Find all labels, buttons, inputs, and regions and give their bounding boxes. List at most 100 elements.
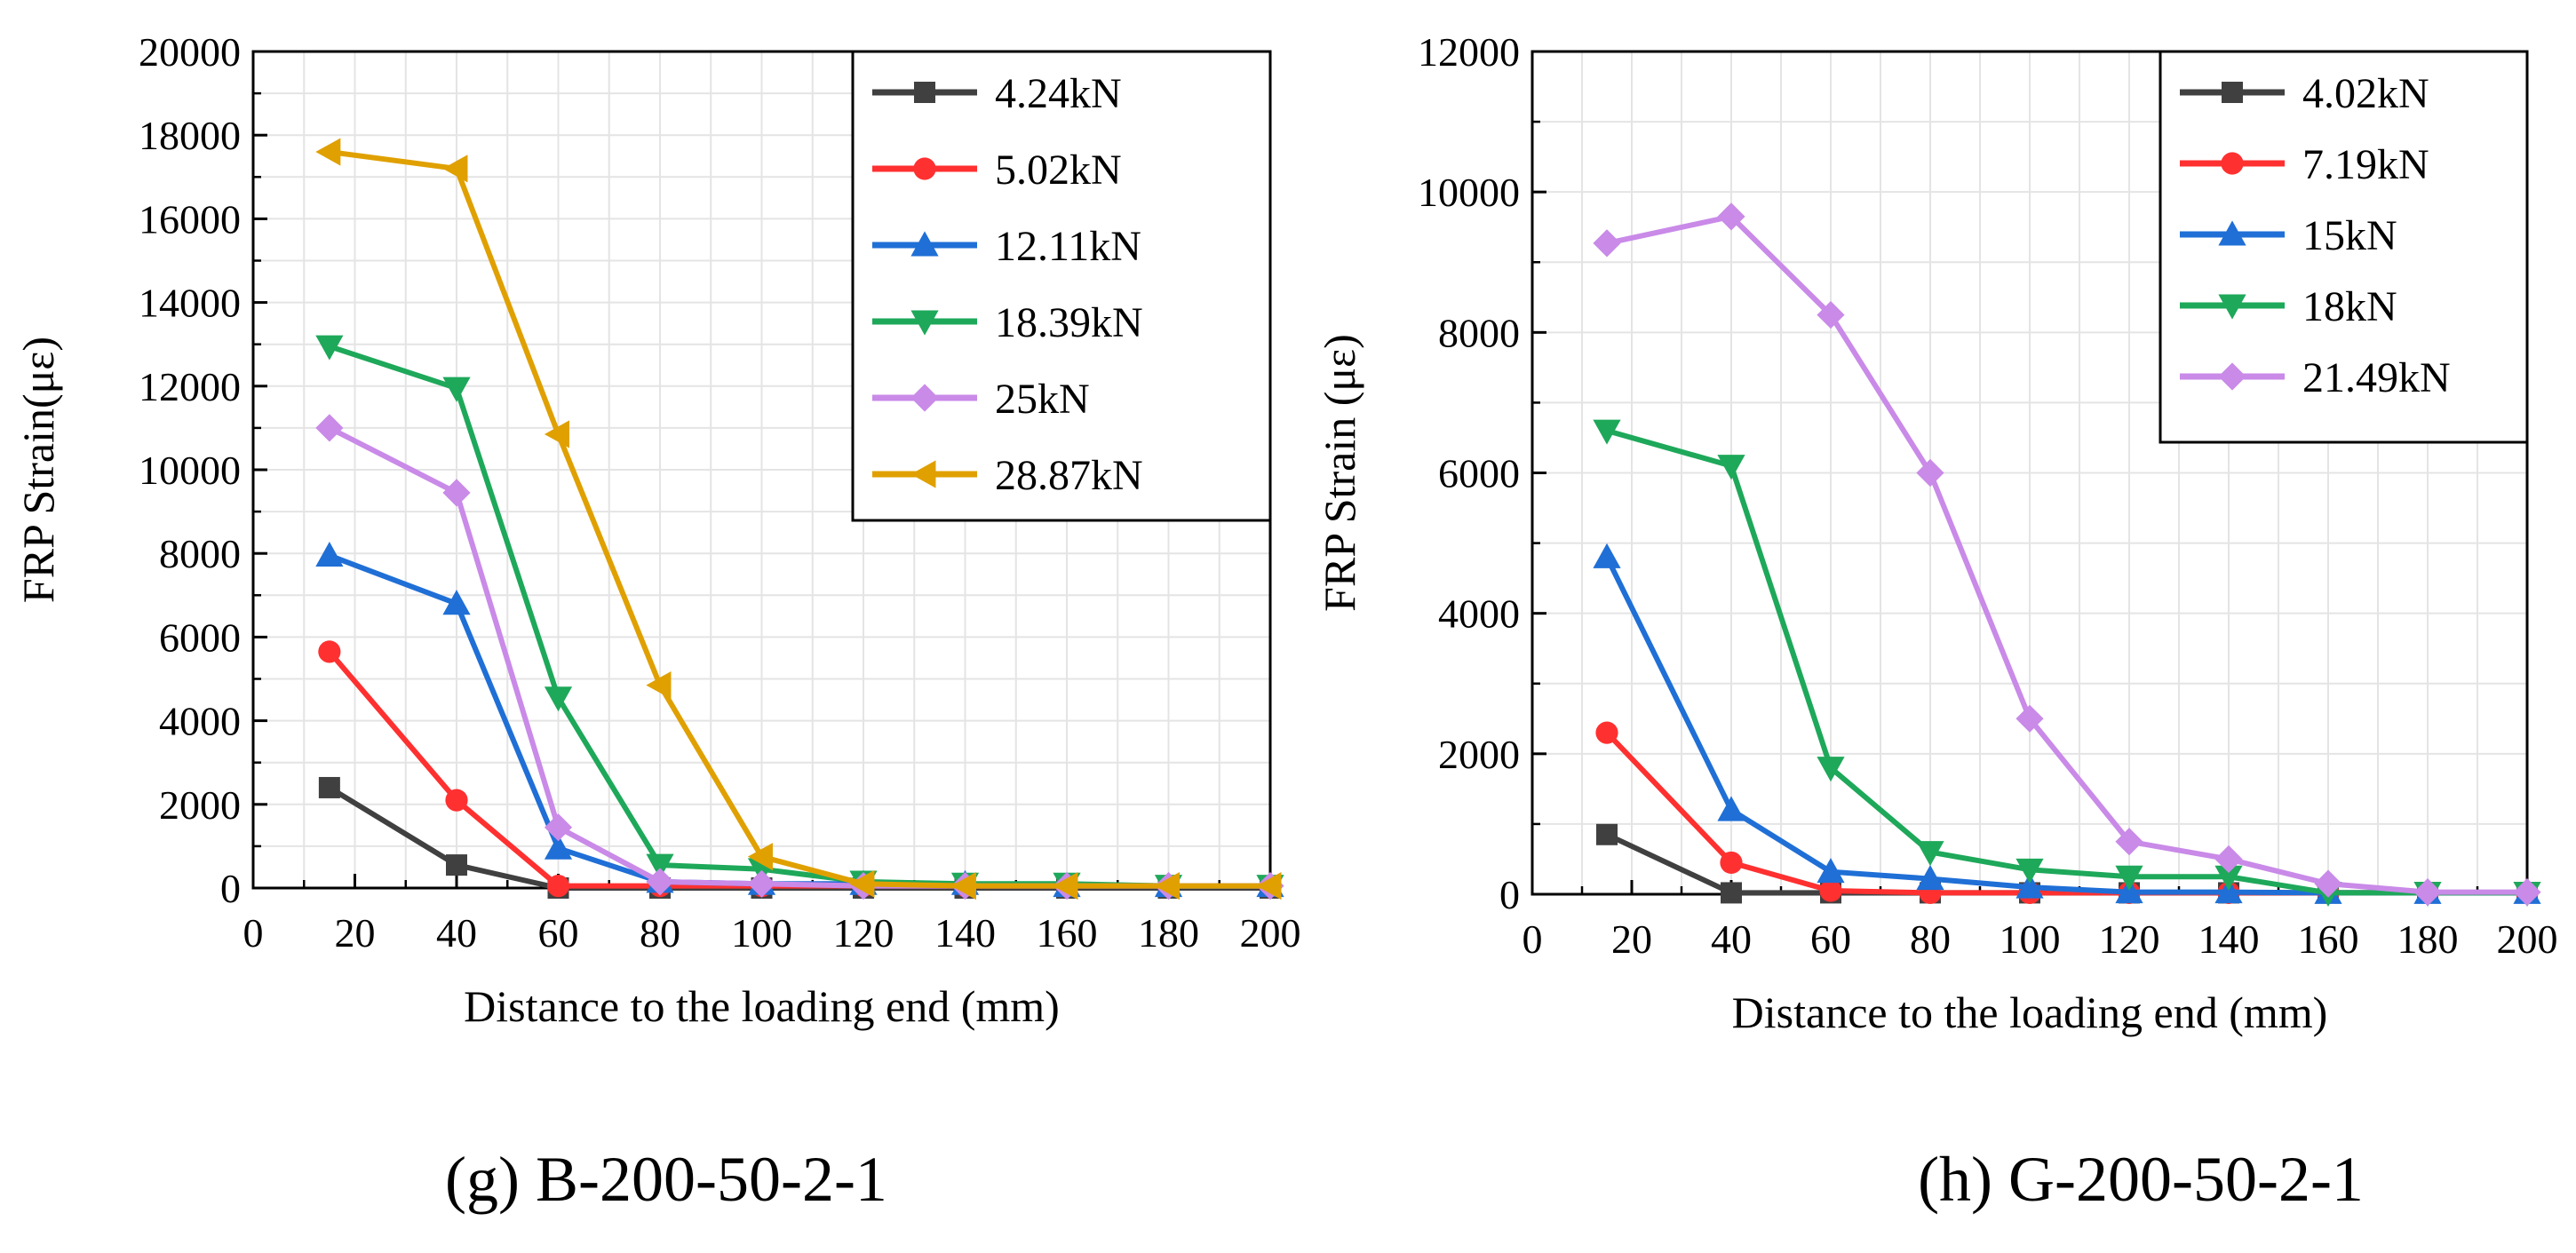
data-point bbox=[1916, 841, 1944, 867]
x-tick-label: 80 bbox=[640, 910, 680, 956]
legend-entry: 15kN bbox=[2302, 212, 2397, 259]
y-tick-label: 2000 bbox=[159, 782, 241, 828]
data-point bbox=[2115, 865, 2143, 891]
data-point bbox=[1596, 823, 1618, 845]
data-point bbox=[1593, 419, 1621, 445]
legend-entry: 4.24kN bbox=[995, 70, 1122, 117]
data-point bbox=[1916, 458, 1944, 488]
data-point bbox=[1717, 796, 1745, 821]
y-tick-label: 16000 bbox=[139, 196, 241, 242]
legend-marker bbox=[910, 460, 936, 488]
x-tick-label: 0 bbox=[243, 910, 264, 956]
x-tick-label: 180 bbox=[2397, 916, 2459, 962]
y-tick-label: 20000 bbox=[139, 29, 241, 75]
legend: 4.24kN 5.02kN 12.11kN 18.39kN 25kN 28.87kN bbox=[851, 50, 1272, 522]
data-point bbox=[950, 872, 976, 900]
legend-entry: 28.87kN bbox=[995, 452, 1143, 499]
series-line bbox=[1606, 213, 2527, 895]
x-tick-label: 100 bbox=[2000, 916, 2061, 962]
chart-caption: (h) G-200-50-2-1 bbox=[1918, 1144, 2364, 1215]
y-tick-label: 6000 bbox=[1438, 451, 1520, 496]
y-tick-label: 10000 bbox=[1418, 170, 1520, 215]
data-point bbox=[544, 834, 573, 860]
x-tick-label: 120 bbox=[833, 910, 894, 956]
y-tick-label: 14000 bbox=[139, 281, 241, 326]
y-tick-label: 0 bbox=[220, 866, 241, 911]
x-tick-label: 60 bbox=[1810, 916, 1851, 962]
data-point bbox=[2513, 878, 2541, 907]
data-point bbox=[1720, 851, 1743, 875]
data-point bbox=[315, 414, 344, 442]
x-tick-label: 200 bbox=[1240, 910, 1301, 956]
legend-marker bbox=[2218, 294, 2246, 320]
x-tick-label: 140 bbox=[2198, 916, 2260, 962]
y-tick-label: 4000 bbox=[1438, 591, 1520, 637]
x-tick-label: 200 bbox=[2497, 916, 2558, 962]
y-axis-label: FRP Strain (με) bbox=[1315, 334, 1364, 612]
data-point bbox=[1817, 757, 1845, 782]
series-21.49kN bbox=[1593, 202, 2541, 907]
y-tick-label: 12000 bbox=[139, 364, 241, 409]
legend-box bbox=[2159, 50, 2529, 444]
x-tick-label: 160 bbox=[2298, 916, 2359, 962]
data-point bbox=[1717, 455, 1745, 480]
x-tick-label: 20 bbox=[335, 910, 376, 956]
data-point bbox=[1593, 543, 1621, 568]
series-line bbox=[1604, 556, 2527, 896]
data-point bbox=[2115, 878, 2143, 904]
x-tick-label: 40 bbox=[1711, 916, 1752, 962]
y-tick-label: 4000 bbox=[159, 699, 241, 744]
legend-marker bbox=[914, 82, 935, 103]
chart-h: 0 20 40 60 80 100 120 140 160 180 2000200040006000… bbox=[1315, 29, 2558, 1215]
series-line bbox=[1605, 832, 2527, 896]
data-point bbox=[315, 335, 344, 361]
y-tick-label: 6000 bbox=[159, 615, 241, 660]
x-tick-label: 160 bbox=[1037, 910, 1098, 956]
data-point bbox=[315, 541, 344, 567]
data-point bbox=[544, 813, 573, 842]
data-point bbox=[315, 138, 341, 166]
series-line bbox=[1606, 428, 2527, 896]
data-point bbox=[2015, 873, 2044, 899]
data-point bbox=[747, 843, 773, 871]
data-point bbox=[2214, 845, 2243, 874]
y-tick-label: 8000 bbox=[1438, 310, 1520, 355]
data-point bbox=[849, 869, 875, 898]
legend-entry: 4.02kN bbox=[2302, 70, 2429, 117]
legend-marker bbox=[910, 384, 939, 412]
x-tick-label: 100 bbox=[731, 910, 792, 956]
legend-entry: 18kN bbox=[2302, 283, 2397, 330]
data-point bbox=[446, 854, 467, 876]
data-point bbox=[442, 377, 471, 402]
series-line bbox=[327, 649, 1270, 889]
data-point bbox=[318, 776, 340, 798]
legend-marker bbox=[910, 231, 939, 257]
data-point bbox=[1817, 858, 1845, 884]
x-tick-label: 60 bbox=[538, 910, 579, 956]
legend-marker bbox=[910, 310, 939, 336]
data-point bbox=[1817, 300, 1845, 329]
series-line bbox=[1604, 731, 2527, 896]
legend-entry: 25kN bbox=[995, 376, 1090, 423]
data-point bbox=[2214, 878, 2243, 904]
series-line bbox=[329, 149, 1270, 889]
data-point bbox=[1721, 882, 1742, 904]
legend-marker bbox=[2218, 362, 2246, 391]
x-tick-label: 180 bbox=[1138, 910, 1199, 956]
y-tick-label: 0 bbox=[1499, 872, 1520, 917]
data-point bbox=[2314, 869, 2342, 898]
x-tick-label: 120 bbox=[2099, 916, 2160, 962]
data-point bbox=[1154, 872, 1180, 900]
data-point bbox=[1819, 879, 1842, 902]
y-axis-label: FRP Strain(με) bbox=[13, 337, 63, 603]
series-18kN bbox=[1593, 419, 2541, 908]
data-point bbox=[546, 875, 570, 898]
legend-entry: 18.39kN bbox=[995, 299, 1143, 346]
legend-marker bbox=[2218, 220, 2246, 246]
legend-marker bbox=[2222, 82, 2243, 103]
data-point bbox=[442, 590, 471, 615]
data-point bbox=[1256, 872, 1282, 900]
x-tick-label: 20 bbox=[1611, 916, 1652, 962]
y-tick-label: 12000 bbox=[1418, 29, 1520, 75]
